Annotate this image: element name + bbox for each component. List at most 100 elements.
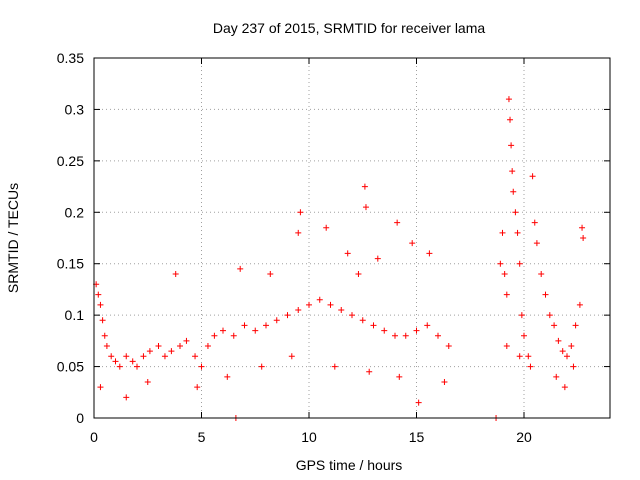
data-point xyxy=(570,363,577,370)
data-point xyxy=(295,307,302,313)
y-tick-label: 0 xyxy=(76,410,84,426)
data-point xyxy=(564,353,570,360)
data-point xyxy=(349,312,355,319)
data-point xyxy=(531,219,538,226)
data-point xyxy=(146,348,153,355)
data-point xyxy=(553,373,560,380)
data-point xyxy=(168,348,175,355)
chart-title: Day 237 of 2015, SRMTID for receiver lam… xyxy=(213,20,486,36)
data-point xyxy=(198,363,205,370)
data-point xyxy=(568,343,575,349)
data-point xyxy=(521,332,527,339)
data-point xyxy=(129,358,136,365)
data-point xyxy=(288,353,295,360)
x-tick-label: 15 xyxy=(409,429,425,445)
data-point xyxy=(402,332,409,339)
data-point xyxy=(306,301,312,308)
data-point xyxy=(359,317,366,324)
data-point xyxy=(538,271,545,277)
y-tick-label: 0.3 xyxy=(65,101,85,117)
data-point xyxy=(512,209,519,216)
data-point xyxy=(370,322,377,329)
data-point xyxy=(123,394,130,401)
data-point xyxy=(344,250,351,257)
data-point xyxy=(518,312,525,319)
data-point xyxy=(144,379,151,385)
y-tick-label: 0.1 xyxy=(65,307,85,323)
data-point xyxy=(112,358,119,365)
x-tick-label: 0 xyxy=(90,429,98,445)
data-point xyxy=(507,116,514,123)
data-point xyxy=(211,332,218,339)
data-point xyxy=(123,353,130,360)
data-point xyxy=(533,240,540,247)
data-point xyxy=(508,142,515,149)
data-point xyxy=(267,271,274,277)
data-point xyxy=(116,363,123,370)
data-point xyxy=(237,265,244,272)
data-point xyxy=(580,235,587,241)
data-point xyxy=(415,399,422,406)
data-point xyxy=(501,271,508,277)
y-axis-label: SRMTID / TECUs xyxy=(5,183,21,293)
data-point xyxy=(99,317,106,324)
data-point xyxy=(525,353,532,360)
data-point xyxy=(546,312,553,319)
data-point xyxy=(140,353,147,360)
data-point xyxy=(435,332,441,339)
data-point xyxy=(323,224,330,231)
data-point xyxy=(529,173,536,180)
y-tick-label: 0.35 xyxy=(57,50,84,66)
data-point xyxy=(516,260,523,267)
data-point xyxy=(441,379,448,385)
data-point xyxy=(194,384,201,391)
data-point xyxy=(101,332,108,339)
data-point xyxy=(409,240,416,247)
data-point xyxy=(284,312,291,319)
data-point xyxy=(361,183,368,190)
data-point xyxy=(362,204,369,211)
data-point xyxy=(263,322,269,329)
data-point xyxy=(396,373,403,380)
data-point xyxy=(97,384,104,391)
data-point xyxy=(172,271,179,277)
data-point xyxy=(204,343,211,349)
data-point xyxy=(445,343,452,349)
data-point xyxy=(527,363,534,370)
data-point xyxy=(413,327,420,334)
data-point xyxy=(499,229,506,236)
data-point xyxy=(561,384,568,391)
data-point xyxy=(505,96,512,103)
data-point xyxy=(134,363,140,370)
data-point xyxy=(374,255,381,262)
data-point xyxy=(424,322,431,329)
data-point xyxy=(177,343,183,349)
data-point xyxy=(327,301,334,308)
x-axis-label: GPS time / hours xyxy=(296,457,403,473)
data-point xyxy=(394,219,401,226)
data-point xyxy=(572,322,579,329)
data-point xyxy=(316,296,323,303)
data-point xyxy=(220,327,226,334)
data-point xyxy=(516,353,523,360)
data-point xyxy=(366,368,373,375)
data-point xyxy=(576,301,583,308)
y-tick-label: 0.15 xyxy=(57,256,84,272)
data-point xyxy=(510,188,517,195)
data-point xyxy=(273,317,280,324)
y-tick-label: 0.05 xyxy=(57,359,84,375)
x-tick-label: 10 xyxy=(301,429,317,445)
data-point xyxy=(224,373,231,380)
data-point xyxy=(497,260,504,267)
data-point xyxy=(295,229,302,236)
data-point xyxy=(542,291,549,298)
data-point xyxy=(509,168,516,175)
data-point xyxy=(579,224,586,231)
x-tick-label: 5 xyxy=(198,429,206,445)
data-point xyxy=(331,363,338,370)
data-point xyxy=(155,343,162,349)
data-point xyxy=(108,353,115,360)
data-point xyxy=(503,343,510,349)
data-point xyxy=(103,343,110,349)
